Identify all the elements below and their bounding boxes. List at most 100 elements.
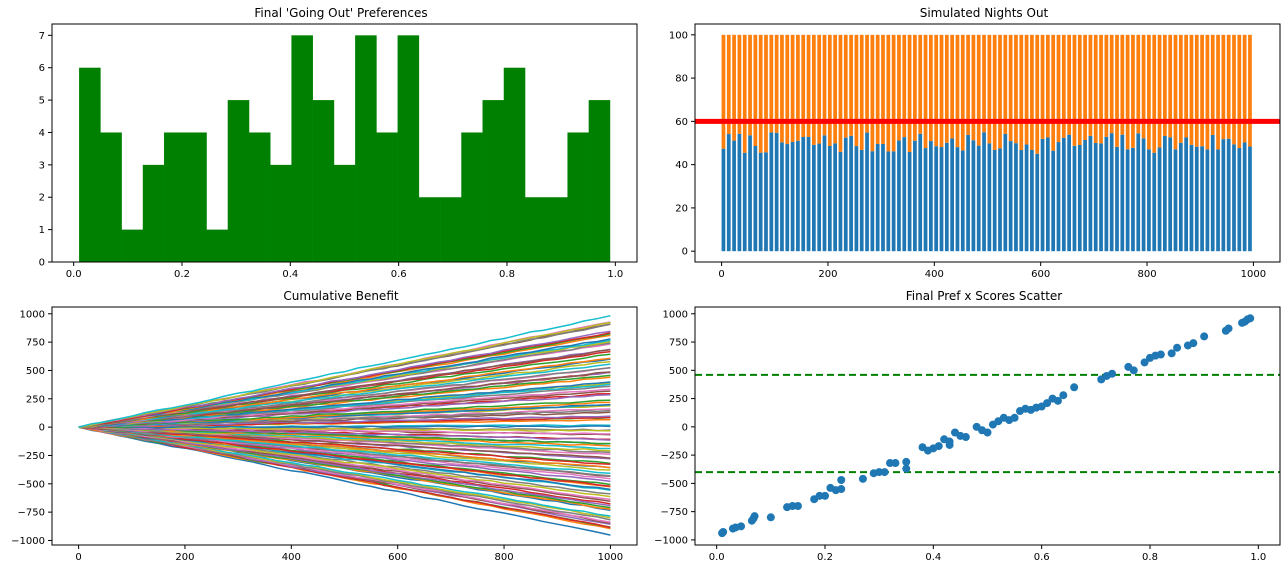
scatter-point bbox=[858, 474, 867, 483]
attended-bar bbox=[913, 140, 917, 252]
benefit-line bbox=[78, 426, 611, 536]
remainder-bar bbox=[838, 34, 843, 152]
remainder-bar bbox=[742, 34, 747, 153]
remainder-bar bbox=[865, 34, 869, 133]
remainder-bar bbox=[1237, 34, 1242, 149]
x-tick-label: 800 bbox=[494, 552, 513, 563]
chart-title-nights-out: Simulated Nights Out bbox=[920, 6, 1049, 20]
remainder-bar bbox=[1157, 34, 1162, 148]
x-tick-label: 200 bbox=[818, 269, 837, 280]
remainder-bar bbox=[1120, 34, 1125, 135]
remainder-bar bbox=[1051, 34, 1056, 151]
remainder-bar bbox=[1115, 34, 1119, 147]
x-tick-label: 600 bbox=[388, 552, 407, 563]
attended-bar bbox=[950, 138, 954, 252]
y-tick-label: 750 bbox=[26, 338, 45, 349]
remainder-bar bbox=[1061, 34, 1066, 138]
remainder-bar bbox=[987, 34, 992, 144]
attended-bar bbox=[1125, 149, 1130, 252]
chart-title-scatter: Final Pref x Scores Scatter bbox=[906, 289, 1063, 303]
remainder-bar bbox=[1077, 34, 1082, 146]
y-tick-label: −500 bbox=[18, 479, 45, 490]
scatter-point bbox=[750, 512, 759, 521]
remainder-bar bbox=[859, 34, 864, 150]
histogram-bar bbox=[291, 35, 313, 263]
attended-bar bbox=[1008, 141, 1013, 252]
remainder-bar bbox=[1040, 34, 1045, 139]
attended-bar bbox=[966, 134, 970, 252]
attended-bar bbox=[1120, 134, 1125, 252]
x-tick-label: 200 bbox=[175, 552, 194, 563]
x-tick-label: 0.6 bbox=[391, 269, 407, 280]
attended-bar bbox=[918, 133, 923, 252]
scatter-point bbox=[1059, 391, 1068, 400]
scatter-point bbox=[934, 442, 943, 451]
attended-bar bbox=[1141, 138, 1146, 252]
x-tick-label: 0.8 bbox=[499, 269, 515, 280]
remainder-bar bbox=[726, 34, 731, 135]
remainder-bar bbox=[1189, 34, 1194, 145]
attended-bar bbox=[822, 135, 827, 252]
chart-title-preferences: Final 'Going Out' Preferences bbox=[254, 6, 427, 20]
remainder-bar bbox=[929, 34, 933, 142]
remainder-bar bbox=[875, 34, 880, 144]
attended-bar bbox=[976, 145, 981, 252]
y-tick-label: −750 bbox=[661, 507, 688, 518]
remainder-bar bbox=[732, 34, 736, 141]
remainder-bar bbox=[971, 34, 976, 141]
attended-bar bbox=[849, 135, 853, 252]
scatter-point bbox=[1156, 350, 1165, 359]
histogram-bar bbox=[524, 197, 547, 262]
x-tick-label: 1.0 bbox=[1250, 552, 1266, 563]
scatter-point bbox=[1070, 383, 1079, 392]
attended-bar bbox=[1184, 137, 1188, 252]
attended-bar bbox=[1232, 144, 1236, 252]
y-tick-label: 500 bbox=[26, 366, 45, 377]
histogram-bar bbox=[185, 132, 207, 262]
y-tick-label: 250 bbox=[669, 394, 688, 405]
x-tick-label: 0.2 bbox=[817, 552, 833, 563]
remainder-bar bbox=[934, 34, 939, 147]
y-tick-label: 7 bbox=[39, 31, 45, 42]
attended-bar bbox=[785, 144, 790, 252]
attended-bar bbox=[987, 143, 992, 252]
attended-bar bbox=[854, 146, 859, 252]
scatter-point bbox=[1200, 332, 1209, 341]
attended-bar bbox=[998, 148, 1002, 252]
remainder-bar bbox=[1163, 34, 1167, 136]
remainder-bar bbox=[796, 34, 800, 141]
y-tick-label: −750 bbox=[18, 508, 45, 519]
attended-bar bbox=[732, 140, 736, 252]
attended-bar bbox=[1061, 137, 1066, 252]
attended-bar bbox=[758, 152, 763, 252]
scatter-point bbox=[1140, 358, 1149, 367]
remainder-bar bbox=[1221, 34, 1226, 140]
attended-bar bbox=[960, 150, 965, 252]
y-tick-label: 60 bbox=[675, 117, 688, 128]
remainder-bar bbox=[1088, 34, 1093, 136]
attended-bar bbox=[902, 137, 907, 252]
x-tick-label: 0.6 bbox=[1034, 552, 1050, 563]
remainder-bar bbox=[939, 34, 944, 148]
y-tick-label: 500 bbox=[669, 366, 688, 377]
benefit-line bbox=[78, 426, 611, 452]
remainder-bar bbox=[992, 34, 997, 150]
attended-bar bbox=[1157, 147, 1162, 252]
y-tick-label: 3 bbox=[39, 160, 45, 171]
remainder-bar bbox=[902, 34, 907, 138]
remainder-bar bbox=[1008, 34, 1013, 142]
x-tick-label: 0 bbox=[75, 552, 81, 563]
remainder-bar bbox=[923, 34, 928, 149]
attended-bar bbox=[812, 144, 816, 252]
attended-bar bbox=[1003, 133, 1008, 252]
remainder-bar bbox=[774, 34, 779, 133]
histogram-bar bbox=[482, 100, 505, 262]
attended-bar bbox=[955, 147, 960, 252]
remainder-bar bbox=[833, 34, 837, 144]
y-tick-label: −250 bbox=[18, 451, 45, 462]
scatter-point bbox=[1167, 349, 1176, 358]
attended-bar bbox=[923, 148, 928, 252]
attended-bar bbox=[1046, 137, 1050, 252]
y-tick-label: 750 bbox=[669, 338, 688, 349]
benefit-line bbox=[78, 426, 611, 441]
